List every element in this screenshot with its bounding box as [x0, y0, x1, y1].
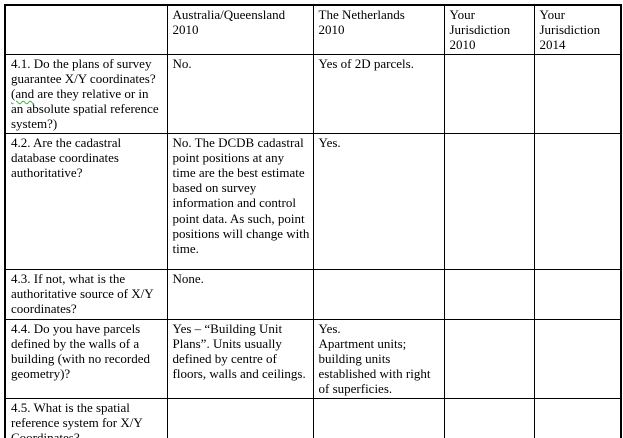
answer-4-5-your-jurisdiction-2014 [533, 397, 622, 438]
answer-4-4-netherlands: Yes. Apartment units; building units est… [312, 318, 445, 399]
answer-4-1-your-jurisdiction-2014 [533, 53, 622, 134]
answer-4-3-your-jurisdiction-2014 [533, 268, 622, 320]
header-row: Australia/Queensland 2010 The Netherland… [4, 4, 622, 55]
header-cell-your-jurisdiction-2010: Your Jurisdiction 2010 [443, 4, 535, 55]
answer-4-2-australia-queensland: No. The DCDB cadastral point positions a… [166, 132, 314, 270]
answer-4-4-australia-queensland: Yes – “Building Unit Plans”. Units usual… [166, 318, 314, 399]
answer-4-5-your-jurisdiction-2010 [443, 397, 535, 438]
question-4-3: 4.3. If not, what is the authoritative s… [4, 268, 168, 320]
answer-4-1-your-jurisdiction-2010 [443, 53, 535, 134]
row-question-4-3: 4.3. If not, what is the authoritative s… [4, 268, 622, 320]
question-4-1-text-a: 4.1. Do the plans of survey guarantee X/… [11, 55, 159, 86]
question-4-4: 4.4. Do you have parcels defined by the … [4, 318, 168, 399]
header-cell-australia-queensland-2010: Australia/Queensland 2010 [166, 4, 314, 55]
answer-4-3-netherlands [312, 268, 445, 320]
question-4-1-text-b: are they relative or in an absolute spat… [11, 86, 162, 132]
grammar-squiggle-and: (and [11, 86, 35, 102]
answer-4-2-netherlands: Yes. [312, 132, 445, 270]
row-question-4-2: 4.2. Are the cadastral database coordina… [4, 132, 622, 270]
answer-4-5-netherlands [312, 397, 445, 438]
header-cell-netherlands-2010: The Netherlands 2010 [312, 4, 445, 55]
answer-4-1-netherlands: Yes of 2D parcels. [312, 53, 445, 134]
answer-4-4-your-jurisdiction-2010 [443, 318, 535, 399]
row-question-4-1: 4.1. Do the plans of survey guarantee X/… [4, 53, 622, 134]
cadastral-survey-questionnaire-table: Australia/Queensland 2010 The Netherland… [4, 4, 622, 438]
question-4-5: 4.5. What is the spatial reference syste… [4, 397, 168, 438]
answer-4-1-australia-queensland: No. [166, 53, 314, 134]
row-question-4-4: 4.4. Do you have parcels defined by the … [4, 318, 622, 399]
question-4-2: 4.2. Are the cadastral database coordina… [4, 132, 168, 270]
answer-4-2-your-jurisdiction-2014 [533, 132, 622, 270]
row-question-4-5: 4.5. What is the spatial reference syste… [4, 397, 622, 438]
header-cell-your-jurisdiction-2014: Your Jurisdiction 2014 [533, 4, 622, 55]
question-4-1: 4.1. Do the plans of survey guarantee X/… [4, 53, 168, 134]
answer-4-3-australia-queensland: None. [166, 268, 314, 320]
answer-4-2-your-jurisdiction-2010 [443, 132, 535, 270]
header-cell-empty [4, 4, 168, 55]
answer-4-3-your-jurisdiction-2010 [443, 268, 535, 320]
answer-4-5-australia-queensland [166, 397, 314, 438]
answer-4-4-your-jurisdiction-2014 [533, 318, 622, 399]
